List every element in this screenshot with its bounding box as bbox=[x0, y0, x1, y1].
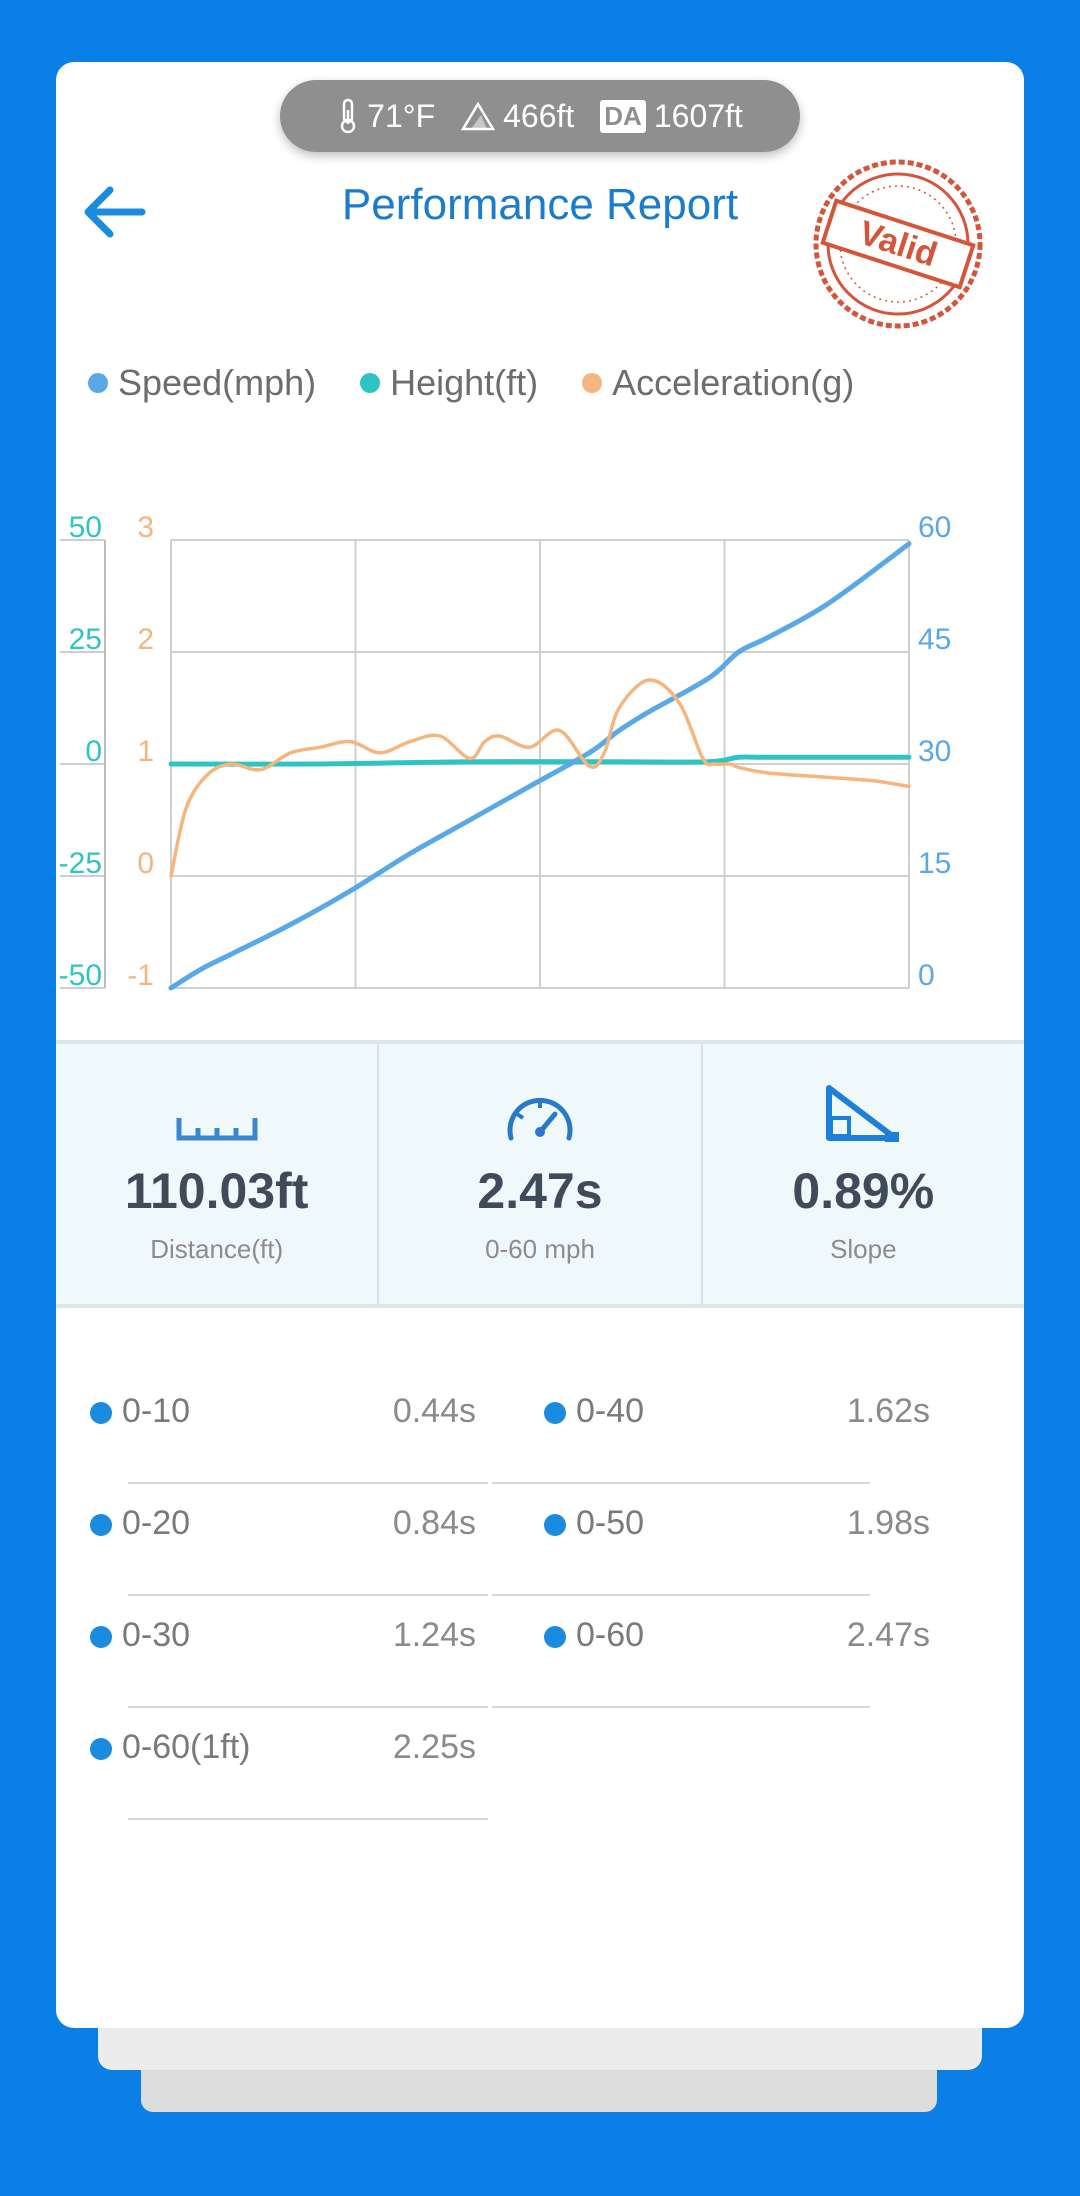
speedometer-icon bbox=[507, 1097, 573, 1141]
elevation-value: 466ft bbox=[503, 97, 575, 134]
interval-value: 0.44s bbox=[392, 1392, 476, 1430]
interval-label: 0-50 bbox=[576, 1504, 645, 1542]
series-height-line bbox=[168, 754, 912, 767]
speed-tick-label: 45 bbox=[918, 623, 952, 656]
interval-value: 1.98s bbox=[846, 1504, 930, 1542]
legend-dot bbox=[88, 373, 108, 393]
density-altitude-value: 1607ft bbox=[653, 97, 743, 134]
list-item: 0-40 1.62s bbox=[492, 1372, 930, 1484]
legend-speed: Speed(mph) bbox=[88, 362, 316, 404]
stat-slope: 0.89% Slope bbox=[703, 1044, 1024, 1304]
report-card: 71°F 466ft DA 1607ft Performance Report … bbox=[56, 62, 1024, 2028]
bullet-dot bbox=[90, 1626, 112, 1648]
weather-pill: 71°F 466ft DA 1607ft bbox=[280, 80, 800, 152]
acceleration-tick-label: -1 bbox=[127, 959, 154, 992]
interval-label: 0-20 bbox=[122, 1504, 191, 1542]
chart-canvas bbox=[60, 539, 912, 991]
series-acceleration-line bbox=[169, 678, 911, 878]
interval-label: 0-40 bbox=[576, 1392, 645, 1430]
acceleration-tick-label: 3 bbox=[137, 511, 154, 544]
legend-label: Acceleration(g) bbox=[612, 362, 855, 403]
interval-label: 0-60 bbox=[576, 1616, 645, 1654]
height-tick-label: 0 bbox=[85, 735, 102, 768]
stat-zero-sixty: 2.47s 0-60 mph bbox=[379, 1044, 703, 1304]
acceleration-tick-label: 2 bbox=[137, 623, 154, 656]
temperature-item: 71°F bbox=[337, 98, 435, 135]
legend-acceleration: Acceleration(g) bbox=[582, 362, 854, 404]
list-item: 0-60(1ft) 2.25s bbox=[56, 1708, 488, 1820]
bullet-dot bbox=[544, 1514, 566, 1536]
slope-icon bbox=[826, 1085, 900, 1142]
bullet-dot bbox=[90, 1514, 112, 1536]
mountain-icon bbox=[461, 101, 496, 131]
thermometer-icon bbox=[340, 98, 356, 134]
legend-label: Speed(mph) bbox=[118, 362, 317, 403]
valid-stamp: Valid bbox=[808, 154, 988, 334]
zero-sixty-value: 2.47s bbox=[477, 1163, 603, 1219]
ruler-icon bbox=[176, 1118, 258, 1141]
height-tick-label: 25 bbox=[68, 623, 102, 656]
row-divider bbox=[492, 1706, 870, 1708]
list-item: 0-20 0.84s bbox=[56, 1484, 488, 1596]
interval-value: 1.62s bbox=[846, 1392, 930, 1430]
speed-tick-label: 30 bbox=[918, 735, 952, 768]
summary-stats: 110.03ft Distance(ft) 2.47s 0-60 mph bbox=[56, 1040, 1024, 1308]
slope-label: Slope bbox=[830, 1234, 897, 1264]
slope-value: 0.89% bbox=[792, 1163, 935, 1219]
height-tick-label: -25 bbox=[58, 847, 102, 880]
list-item: 0-60 2.47s bbox=[492, 1596, 930, 1708]
acceleration-tick-label: 1 bbox=[137, 735, 154, 768]
arrow-left-icon bbox=[84, 186, 146, 238]
height-tick-label: 50 bbox=[68, 511, 102, 544]
performance-chart: 50 25 0 -25 -50 3 2 1 0 -1 60 45 30 15 0 bbox=[56, 492, 1024, 1022]
temperature-value: 71°F bbox=[367, 97, 436, 134]
speed-tick-label: 15 bbox=[918, 847, 952, 880]
row-divider bbox=[492, 1482, 870, 1484]
interval-value: 2.25s bbox=[392, 1728, 476, 1766]
da-badge: DA bbox=[600, 99, 646, 133]
page-title: Performance Report bbox=[341, 180, 739, 229]
legend-label: Height(ft) bbox=[390, 362, 539, 403]
legend-dot bbox=[360, 373, 381, 393]
speed-tick-label: 0 bbox=[918, 959, 935, 992]
row-divider bbox=[492, 1594, 870, 1596]
interval-value: 1.24s bbox=[392, 1616, 476, 1654]
bullet-dot bbox=[544, 1626, 566, 1648]
height-tick-label: -50 bbox=[58, 959, 102, 992]
distance-value: 110.03ft bbox=[124, 1163, 309, 1219]
row-divider bbox=[128, 1706, 488, 1708]
row-divider bbox=[128, 1594, 488, 1596]
interval-label: 0-10 bbox=[122, 1392, 191, 1430]
row-divider bbox=[128, 1482, 488, 1484]
distance-label: Distance(ft) bbox=[150, 1234, 284, 1264]
interval-label: 0-30 bbox=[122, 1616, 191, 1654]
stat-distance: 110.03ft Distance(ft) bbox=[56, 1044, 380, 1304]
chart-legend: Speed(mph) Height(ft) Acceleration(g) bbox=[88, 358, 898, 408]
series-speed-line bbox=[168, 541, 912, 991]
back-button[interactable] bbox=[76, 174, 156, 254]
legend-dot bbox=[582, 373, 603, 393]
list-item: 0-50 1.98s bbox=[492, 1484, 930, 1596]
elevation-item: 466ft bbox=[461, 98, 574, 135]
list-item: 0-10 0.44s bbox=[56, 1372, 488, 1484]
interval-label: 0-60(1ft) bbox=[122, 1728, 251, 1766]
interval-value: 0.84s bbox=[392, 1504, 476, 1542]
list-item: 0-30 1.24s bbox=[56, 1596, 488, 1708]
acceleration-tick-label: 0 bbox=[137, 847, 154, 880]
bullet-dot bbox=[90, 1738, 112, 1760]
legend-height: Height(ft) bbox=[360, 362, 538, 404]
zero-sixty-label: 0-60 mph bbox=[485, 1234, 595, 1264]
interval-value: 2.47s bbox=[846, 1616, 930, 1654]
speed-tick-label: 60 bbox=[918, 511, 952, 544]
row-divider bbox=[128, 1818, 488, 1820]
bullet-dot bbox=[544, 1402, 566, 1424]
bullet-dot bbox=[90, 1402, 112, 1424]
density-altitude-item: DA 1607ft bbox=[600, 98, 743, 135]
